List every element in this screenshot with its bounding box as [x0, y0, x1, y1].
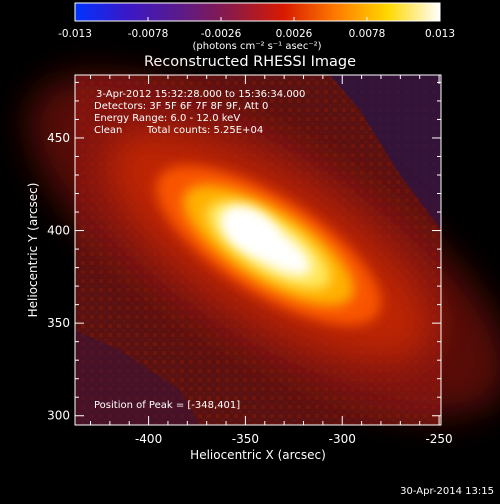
y-tick-label: 300	[47, 409, 70, 423]
x-tick-label: -300	[329, 432, 356, 446]
colorbar-unit-label: (photons cm⁻² s⁻¹ asec⁻²)	[192, 41, 321, 52]
colorbar-tick-label: 0.013	[425, 28, 455, 40]
x-tick-label: -250	[425, 432, 452, 446]
info-time-range: 3-Apr-2012 15:32:28.000 to 15:36:34.000	[96, 89, 305, 100]
colorbar-tick-label: -0.0078	[128, 28, 169, 40]
x-tick-label: -400	[135, 432, 162, 446]
axes-frame	[74, 74, 442, 426]
info-energy-range: Energy Range: 6.0 - 12.0 keV	[94, 113, 240, 124]
y-tick-label: 450	[47, 131, 70, 145]
dark-region-lower-left	[75, 330, 200, 425]
x-axis-ticks: -400 -350 -300 -250	[89, 75, 453, 446]
y-tick-label: 400	[47, 224, 70, 238]
colorbar-tick-label: 0.0026	[276, 28, 313, 40]
y-axis-label: Heliocentric Y (arcsec)	[26, 183, 40, 318]
info-clean: Clean	[94, 125, 122, 136]
axes: -400 -350 -300 -250 300 350 400 450	[47, 74, 453, 446]
colorbar-tick-label: -0.013	[58, 28, 92, 40]
info-detectors: Detectors: 3F 5F 6F 7F 8F 9F, Att 0	[94, 101, 268, 112]
x-tick-label: -350	[232, 432, 259, 446]
info-total-counts: Total counts: 5.25E+04	[146, 125, 263, 136]
colorbar: -0.013 -0.0078 -0.0026 0.0026 0.0078 0.013 (p…	[58, 2, 455, 52]
image-area	[28, 74, 500, 425]
chart-title: Reconstructed RHESSI Image	[144, 54, 356, 70]
colorbar-ticks: -0.013 -0.0078 -0.0026 0.0026 0.0078 0.013	[58, 17, 455, 40]
colorbar-strip	[74, 2, 441, 22]
colorbar-tick-label: -0.0026	[201, 28, 242, 40]
dark-region-upper-right	[330, 75, 441, 230]
x-axis-label: Heliocentric X (arcsec)	[190, 448, 326, 462]
y-tick-label: 350	[47, 316, 70, 330]
colorbar-tick-label: 0.0078	[349, 28, 386, 40]
source-peak	[220, 205, 278, 253]
flare-source	[28, 74, 500, 416]
peak-position-text: Position of Peak = [-348,401]	[94, 400, 240, 411]
y-axis-ticks: 300 350 400 450	[47, 81, 441, 423]
info-block: 3-Apr-2012 15:32:28.000 to 15:36:34.000 …	[94, 89, 305, 136]
footer-date: 30-Apr-2014 13:15	[400, 486, 494, 497]
